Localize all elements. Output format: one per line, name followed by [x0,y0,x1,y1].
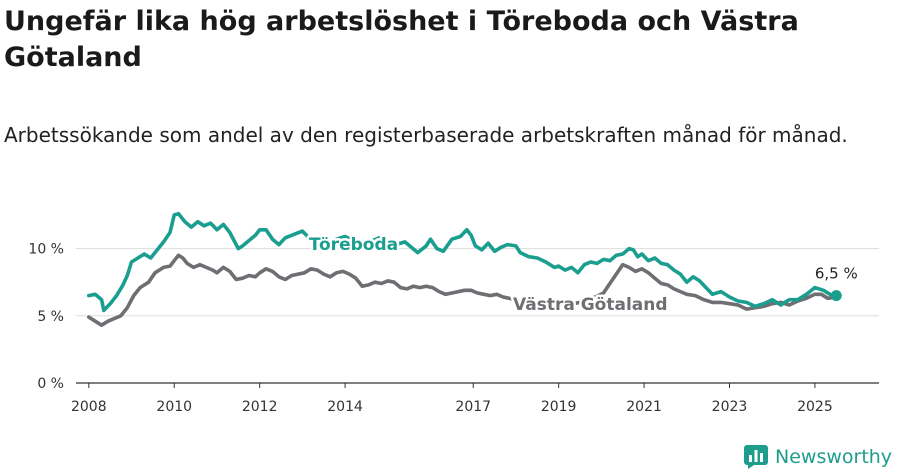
y-tick-label: 5 % [37,309,64,325]
newsworthy-brand: Newsworthy [744,442,892,472]
bar-chart-logo-icon [744,445,768,469]
x-tick-label: 2025 [797,399,833,415]
chart-subtitle: Arbetssökande som andel av den registerb… [4,123,848,147]
series-label-vastra-gotaland: Västra Götaland [513,295,668,315]
x-axis: 2008 2010 2012 2014 2017 2019 2021 2023 2025 [71,382,879,415]
series-line-toreboda [87,211,839,313]
y-tick-label: 10 % [28,242,64,258]
grid-layer: 0 % 5 % 10 % [28,242,879,392]
x-tick-label: 2021 [626,399,662,415]
series-label-toreboda: Töreboda [309,235,398,255]
y-tick-label: 0 % [37,376,64,392]
series-line-vastra-gotaland [87,253,839,327]
series-end-marker [830,290,842,302]
x-tick-label: 2014 [327,399,363,415]
x-tick-label: 2019 [541,399,577,415]
x-tick-label: 2012 [242,399,278,415]
brand-name: Newsworthy [775,446,893,468]
chart-title: Ungefär lika hög arbetslöshet i Töreboda… [4,6,799,73]
x-tick-label: 2017 [455,399,491,415]
x-tick-label: 2010 [156,399,192,415]
x-tick-label: 2008 [71,399,107,415]
end-value-label: 6,5 % [815,265,858,283]
series-layer [87,211,842,327]
line-chart: 0 %5 %10 % 2008 2010 2012 2014 2017 2019 2021 2… [28,211,879,415]
x-tick-label: 2023 [712,399,748,415]
label-layer: 6,5 % Töreboda Västra Götaland [307,233,858,318]
